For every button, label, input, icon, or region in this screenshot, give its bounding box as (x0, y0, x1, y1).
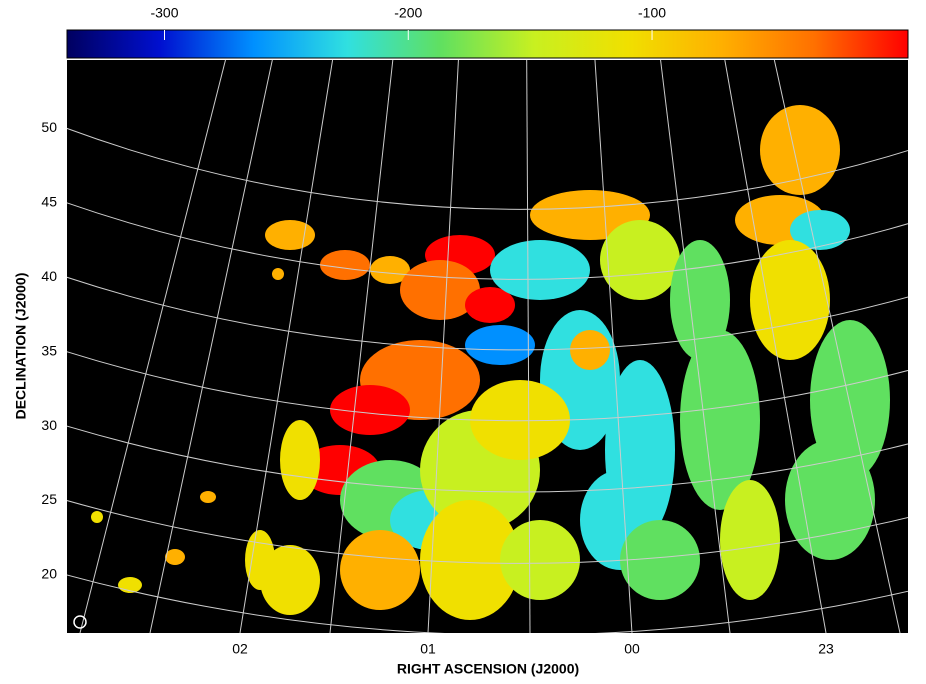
x-tick-label: 02 (232, 641, 248, 657)
coordinate-grid (67, 60, 908, 633)
grid-line-minor (660, 60, 731, 633)
grid-line (239, 60, 334, 633)
grid-line-minor (773, 60, 901, 633)
emission-region (165, 549, 185, 565)
x-tick-label: 23 (818, 641, 834, 657)
emission-region (790, 210, 850, 250)
emission-region (680, 330, 760, 510)
y-axis-title: DECLINATION (J2000) (13, 273, 29, 420)
emission-region (320, 250, 370, 280)
emission-region (370, 256, 410, 284)
emission-region (420, 500, 520, 620)
emission-region (760, 105, 840, 195)
colorbar-tick-label: -200 (394, 5, 422, 21)
emission-region (465, 325, 535, 365)
colorbar (66, 29, 909, 59)
grid-line (67, 201, 908, 280)
grid-line-minor (526, 60, 531, 633)
grid-line (67, 350, 908, 421)
emission-region (500, 520, 580, 600)
emission-region (280, 420, 320, 500)
y-tick-label: 20 (41, 566, 57, 582)
emission-region (200, 491, 216, 503)
grid-line (724, 60, 827, 633)
emission-region (750, 240, 830, 360)
emission-region (670, 240, 730, 360)
emission-map (91, 105, 890, 620)
emission-region (400, 260, 480, 320)
grid-line (594, 60, 633, 633)
emission-region (260, 545, 320, 615)
x-tick-label: 01 (420, 641, 436, 657)
emission-region (620, 520, 700, 600)
beam (73, 615, 87, 629)
y-tick-label: 40 (41, 268, 57, 284)
emission-region (490, 240, 590, 300)
emission-region (470, 380, 570, 460)
grid-line-minor (329, 60, 394, 633)
y-tick-label: 30 (41, 417, 57, 433)
x-tick-label: 00 (624, 641, 640, 657)
emission-region (340, 530, 420, 610)
x-axis-title: RIGHT ASCENSION (J2000) (397, 661, 579, 677)
colorbar-tick-label: -100 (638, 5, 666, 21)
emission-region (91, 511, 103, 523)
emission-region (600, 220, 680, 300)
grid-line-minor (149, 60, 273, 633)
grid-line (67, 276, 908, 350)
emission-region (265, 220, 315, 250)
grid-line (67, 425, 908, 492)
y-tick-label: 25 (41, 491, 57, 507)
y-tick-label: 35 (41, 342, 57, 358)
grid-line (67, 127, 908, 210)
emission-region (465, 287, 515, 323)
emission-region (720, 480, 780, 600)
y-tick-label: 50 (41, 119, 57, 135)
grid-line (427, 60, 459, 633)
emission-region (330, 385, 410, 435)
grid-line-minor (79, 60, 226, 633)
emission-region (245, 530, 275, 590)
y-tick-label: 45 (41, 194, 57, 210)
colorbar-tick-label: -300 (150, 5, 178, 21)
emission-region (272, 268, 284, 280)
emission-region (570, 330, 610, 370)
